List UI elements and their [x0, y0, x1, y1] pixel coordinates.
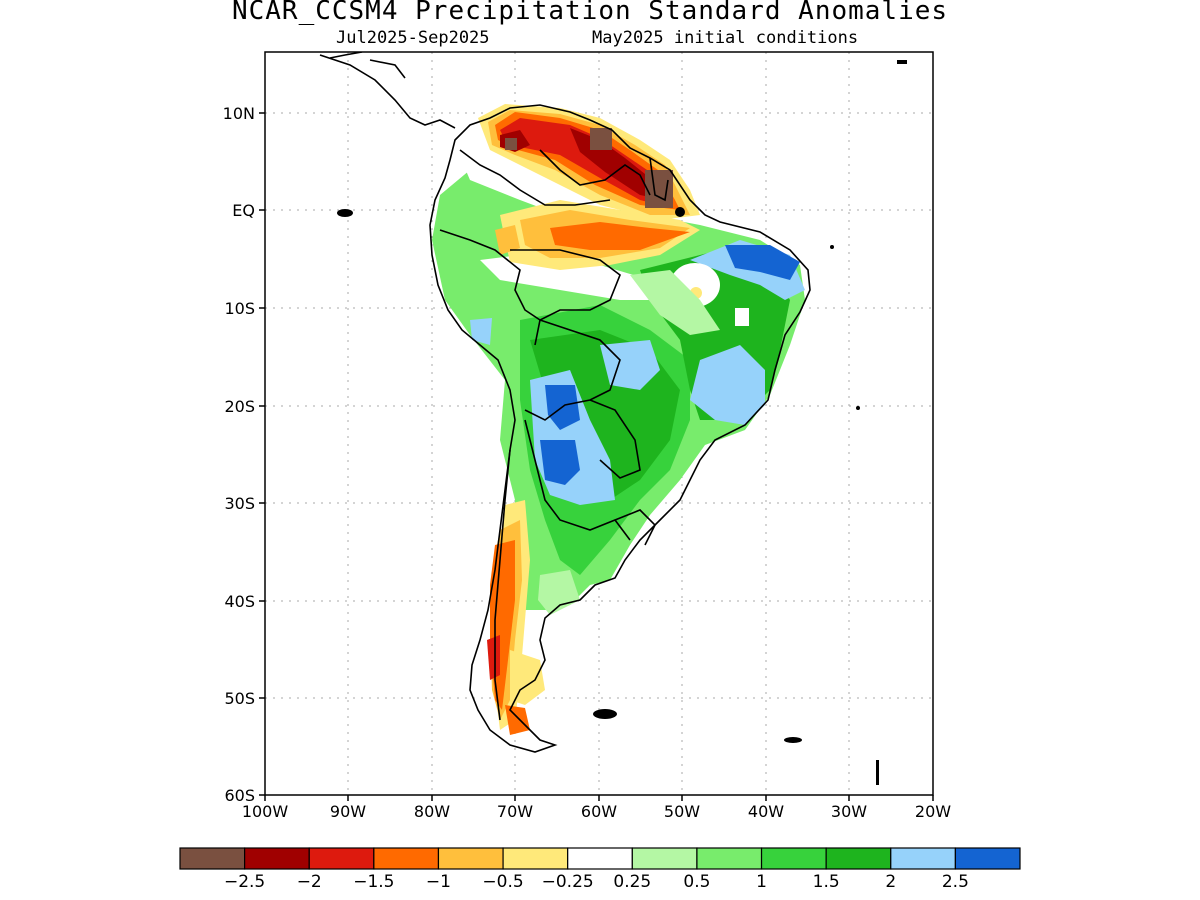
galapagos-islands [337, 209, 353, 217]
anomaly-lightblue-west [470, 318, 492, 345]
coast-yucatan [329, 52, 363, 59]
anomaly-blue-ne [725, 245, 800, 280]
coast-caribbean [369, 59, 406, 79]
anomaly-white-square [735, 308, 749, 326]
lat-tick-label: 30S [224, 494, 255, 513]
colorbar-label: −0.25 [542, 872, 594, 892]
anomaly-patagonia-orange [505, 705, 530, 735]
forecast-period: Jul2025-Sep2025 [336, 28, 490, 48]
border-andes-2 [439, 229, 541, 321]
islands [337, 60, 907, 785]
colorbar-label: −2.5 [224, 872, 265, 892]
lat-tick-label: 60S [224, 786, 255, 805]
border-andes-1 [459, 149, 611, 206]
border-venezuela [539, 149, 651, 196]
marajo-island [675, 207, 685, 217]
island-small-4 [830, 245, 834, 249]
coastline [319, 52, 811, 753]
lon-tick-label: 50W [664, 802, 700, 821]
colorbar-label: −1.5 [353, 872, 394, 892]
colorbar-label: 0.25 [613, 872, 651, 892]
lon-tick-label: 60W [581, 802, 617, 821]
colorbar-label: 1.5 [813, 872, 840, 892]
border-brazil-west [510, 249, 621, 346]
border-uruguay [614, 509, 656, 546]
colorbar-label: 0.5 [683, 872, 710, 892]
lon-tick-label: 90W [330, 802, 366, 821]
colorbar-swatch [954, 847, 1021, 870]
anomaly-brown-2 [590, 128, 612, 150]
lat-tick-label: 50S [224, 689, 255, 708]
border-bolivia [524, 319, 621, 421]
island-small-2 [876, 760, 879, 785]
border-paraguay [589, 399, 641, 479]
lon-tick-label: 30W [831, 802, 867, 821]
colorbar-label: 2.5 [942, 872, 969, 892]
colorbar-swatch [437, 847, 504, 870]
colorbar-swatch [179, 847, 246, 870]
lat-tick-label: 10S [224, 299, 255, 318]
border-guianas [649, 157, 669, 202]
lat-tick-label: EQ [232, 201, 255, 220]
anomaly-red-band [550, 222, 690, 250]
colorbar-swatch [502, 847, 569, 870]
colorbar-label: −0.5 [482, 872, 523, 892]
lat-tick-label: 40S [224, 592, 255, 611]
axis-ticks [259, 112, 934, 801]
colorbar-swatch [567, 847, 633, 870]
border-chile [494, 449, 511, 721]
lat-tick-label: 20S [224, 397, 255, 416]
anomaly-brown-1 [645, 170, 673, 208]
lon-tick-label: 80W [414, 802, 450, 821]
colorbar-swatch [825, 847, 892, 870]
lon-tick-label: 40W [748, 802, 784, 821]
south-georgia-island [784, 737, 802, 743]
colorbar-label: −1 [426, 872, 451, 892]
anomaly-lightgreen-south [538, 570, 580, 615]
initial-conditions: May2025 initial conditions [592, 28, 859, 48]
island-small-3 [856, 406, 860, 410]
anomaly-lightblue-east [690, 345, 765, 425]
colorbar-label: 2 [885, 872, 896, 892]
lat-tick-label: 10N [223, 104, 255, 123]
anomaly-shading [432, 104, 805, 735]
colorbar-swatch [244, 847, 310, 870]
anomaly-brown-3 [505, 138, 517, 150]
anomaly-lightgreen-ne [630, 270, 720, 335]
anomaly-orange-patch [495, 225, 520, 255]
colorbar-label: −2 [297, 872, 322, 892]
lon-tick-label: 100W [242, 802, 289, 821]
anomaly-chile-red [487, 635, 500, 680]
colorbar-swatch [760, 847, 827, 870]
colorbar: −2.5 −2 −1.5 −1 −0.5 −0.25 0.25 0.5 1 1.5 2 2.5 [179, 847, 1021, 892]
island-small-1 [897, 60, 907, 64]
lon-tick-label: 20W [915, 802, 951, 821]
colorbar-swatch [373, 847, 440, 870]
colorbar-swatch [890, 847, 956, 870]
coast-south-america [429, 104, 811, 753]
longitude-labels: 100W 90W 80W 70W 60W 50W 40W 30W 20W [242, 802, 951, 821]
colorbar-swatch [308, 847, 375, 870]
map-title: NCAR_CCSM4 Precipitation Standard Anomal… [231, 0, 949, 26]
colorbar-swatch [631, 847, 698, 870]
lon-tick-label: 70W [497, 802, 533, 821]
falkland-islands [593, 709, 617, 719]
latitude-labels: 10N EQ 10S 20S 30S 40S 50S 60S [223, 104, 255, 805]
anomaly-blue-south [540, 440, 580, 485]
colorbar-label: 1 [756, 872, 767, 892]
coast-central-america [319, 54, 456, 129]
colorbar-swatch [696, 847, 763, 870]
